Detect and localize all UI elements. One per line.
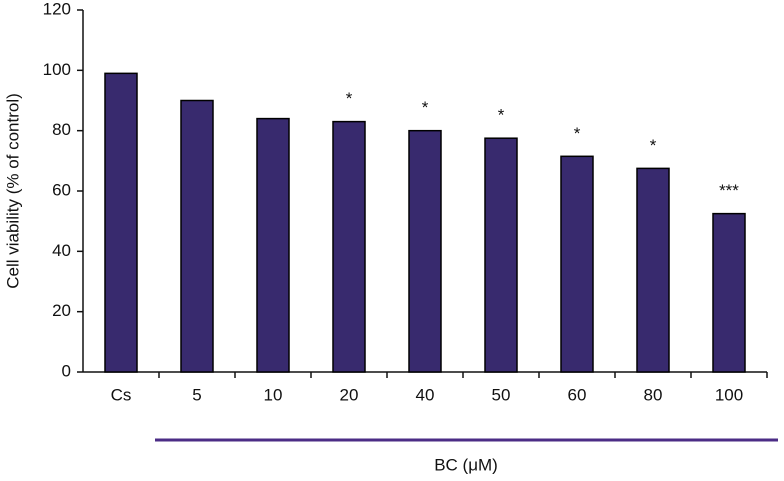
significance-label: * bbox=[422, 98, 429, 117]
bar bbox=[712, 212, 746, 373]
y-tick-label: 0 bbox=[62, 361, 71, 380]
y-tick-label: 80 bbox=[52, 120, 71, 139]
x-tick-label: 60 bbox=[568, 385, 587, 404]
x-axis-label: BC (μM) bbox=[434, 455, 498, 474]
y-tick-label: 100 bbox=[43, 60, 71, 79]
y-tick-label: 20 bbox=[52, 301, 71, 320]
significance-label: * bbox=[574, 124, 581, 143]
x-tick-label: 80 bbox=[644, 385, 663, 404]
bar bbox=[332, 120, 366, 373]
bar bbox=[256, 117, 290, 373]
significance-label: *** bbox=[719, 181, 739, 200]
y-tick-label: 60 bbox=[52, 180, 71, 199]
y-axis-label: Cell viability (% of control) bbox=[3, 93, 22, 289]
significance-label: * bbox=[498, 106, 505, 125]
x-tick-label: 20 bbox=[340, 385, 359, 404]
y-tick-label: 40 bbox=[52, 241, 71, 260]
x-tick-label: 100 bbox=[715, 385, 743, 404]
x-tick-label: 10 bbox=[264, 385, 283, 404]
bar bbox=[408, 129, 442, 373]
bar bbox=[484, 137, 518, 373]
bar bbox=[180, 99, 214, 373]
bar bbox=[636, 167, 670, 373]
x-tick-label: Cs bbox=[111, 385, 132, 404]
bar bbox=[560, 155, 594, 373]
significance-label: * bbox=[346, 89, 353, 108]
significance-label: * bbox=[650, 136, 657, 155]
y-tick-label: 120 bbox=[43, 0, 71, 18]
x-tick-label: 5 bbox=[192, 385, 201, 404]
bar bbox=[104, 72, 138, 373]
x-tick-label: 50 bbox=[492, 385, 511, 404]
x-tick-label: 40 bbox=[416, 385, 435, 404]
